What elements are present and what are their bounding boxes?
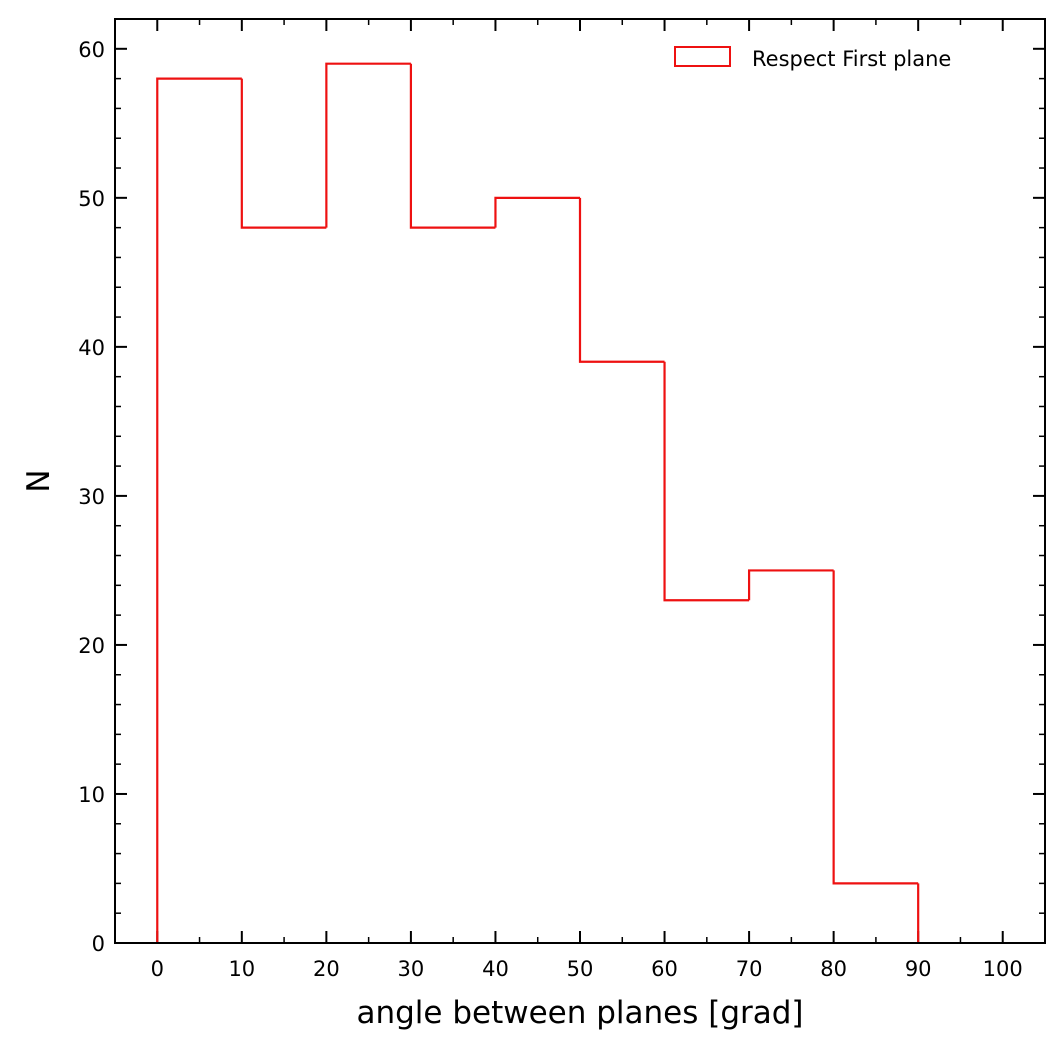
histogram-bin-70-80 bbox=[747, 569, 834, 601]
y-tick-label: 20 bbox=[78, 634, 105, 658]
histogram-bin-0-10 bbox=[156, 77, 242, 943]
histogram-bin-60-70 bbox=[663, 361, 750, 602]
y-tick-label: 50 bbox=[78, 187, 105, 211]
x-tick-label: 10 bbox=[228, 957, 255, 981]
x-tick-label: 20 bbox=[313, 957, 340, 981]
x-tick-label: 90 bbox=[905, 957, 932, 981]
y-tick-label: 0 bbox=[92, 932, 105, 956]
histogram-bin-30-40 bbox=[409, 63, 496, 229]
x-tick-label: 50 bbox=[567, 957, 594, 981]
x-tick-label: 30 bbox=[398, 957, 425, 981]
legend: Respect First plane bbox=[674, 46, 951, 71]
histogram-bin-10-20 bbox=[240, 78, 327, 229]
x-tick-label: 100 bbox=[983, 957, 1023, 981]
histogram-bin-20-30 bbox=[325, 62, 411, 228]
x-tick-label: 70 bbox=[736, 957, 763, 981]
histogram-bars bbox=[156, 62, 920, 943]
x-tick-label: 40 bbox=[482, 957, 509, 981]
x-axis-label: angle between planes [grad] bbox=[356, 995, 803, 1031]
x-tick-label: 60 bbox=[651, 957, 678, 981]
histogram-bin-50-60 bbox=[578, 197, 665, 363]
tick-labels: 0 10 20 30 40 50 60 70 80 90 100 0 10 20 30 40 50 60 bbox=[78, 38, 1023, 981]
y-axis-label: N bbox=[21, 469, 57, 492]
legend-swatch-respect-first-plane bbox=[674, 46, 731, 67]
y-tick-label: 30 bbox=[78, 485, 105, 509]
plot-frame bbox=[114, 18, 1046, 944]
y-tick-label: 10 bbox=[78, 783, 105, 807]
y-tick-label: 60 bbox=[78, 38, 105, 62]
x-tick-label: 0 bbox=[151, 957, 164, 981]
y-tick-label: 40 bbox=[78, 336, 105, 360]
legend-label-respect-first-plane: Respect First plane bbox=[752, 47, 951, 71]
x-tick-label: 80 bbox=[820, 957, 847, 981]
histogram-bin-40-50 bbox=[494, 196, 580, 228]
histogram-bin-80-90 bbox=[832, 570, 919, 885]
